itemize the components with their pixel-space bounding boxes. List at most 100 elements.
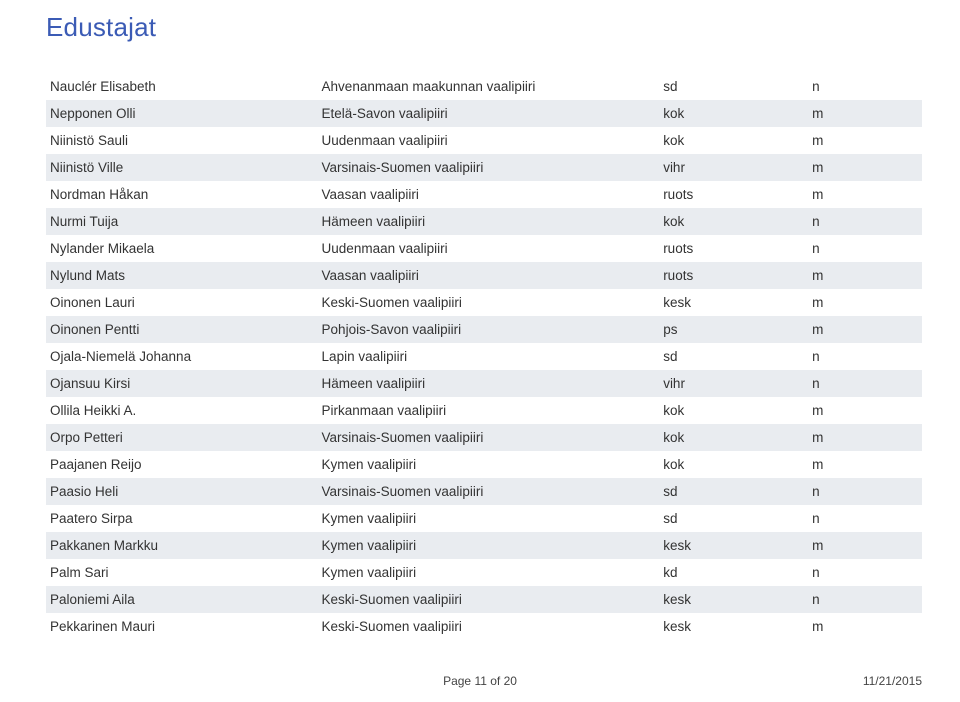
- table-row: Ojala-Niemelä JohannaLapin vaalipiirisdn: [46, 343, 922, 370]
- cell-flag: n: [808, 559, 922, 586]
- cell-flag: n: [808, 505, 922, 532]
- cell-constituency: Uudenmaan vaalipiiri: [318, 235, 660, 262]
- cell-constituency: Pirkanmaan vaalipiiri: [318, 397, 660, 424]
- cell-party: ruots: [659, 181, 808, 208]
- cell-party: sd: [659, 73, 808, 100]
- cell-constituency: Kymen vaalipiiri: [318, 532, 660, 559]
- cell-name: Pekkarinen Mauri: [46, 613, 318, 640]
- cell-constituency: Keski-Suomen vaalipiiri: [318, 613, 660, 640]
- cell-flag: m: [808, 154, 922, 181]
- cell-party: ps: [659, 316, 808, 343]
- cell-constituency: Varsinais-Suomen vaalipiiri: [318, 424, 660, 451]
- cell-flag: m: [808, 316, 922, 343]
- cell-constituency: Vaasan vaalipiiri: [318, 262, 660, 289]
- cell-constituency: Vaasan vaalipiiri: [318, 181, 660, 208]
- cell-name: Ojala-Niemelä Johanna: [46, 343, 318, 370]
- cell-flag: m: [808, 397, 922, 424]
- table-row: Oinonen LauriKeski-Suomen vaalipiirikesk…: [46, 289, 922, 316]
- cell-constituency: Varsinais-Suomen vaalipiiri: [318, 478, 660, 505]
- table-row: Paatero SirpaKymen vaalipiirisdn: [46, 505, 922, 532]
- cell-constituency: Ahvenanmaan maakunnan vaalipiiri: [318, 73, 660, 100]
- table-row: Ojansuu KirsiHämeen vaalipiirivihrn: [46, 370, 922, 397]
- table-row: Palm SariKymen vaalipiirikdn: [46, 559, 922, 586]
- cell-party: vihr: [659, 154, 808, 181]
- cell-name: Paloniemi Aila: [46, 586, 318, 613]
- representatives-table: Nauclér ElisabethAhvenanmaan maakunnan v…: [46, 73, 922, 640]
- cell-constituency: Keski-Suomen vaalipiiri: [318, 586, 660, 613]
- cell-flag: n: [808, 208, 922, 235]
- cell-flag: m: [808, 289, 922, 316]
- cell-name: Orpo Petteri: [46, 424, 318, 451]
- cell-name: Niinistö Sauli: [46, 127, 318, 154]
- cell-party: vihr: [659, 370, 808, 397]
- cell-name: Nepponen Olli: [46, 100, 318, 127]
- cell-flag: m: [808, 100, 922, 127]
- cell-name: Nordman Håkan: [46, 181, 318, 208]
- cell-flag: n: [808, 370, 922, 397]
- cell-party: kok: [659, 208, 808, 235]
- table-row: Nordman HåkanVaasan vaalipiiriruotsm: [46, 181, 922, 208]
- cell-name: Nurmi Tuija: [46, 208, 318, 235]
- cell-party: kesk: [659, 289, 808, 316]
- table-row: Nylander MikaelaUudenmaan vaalipiiriruot…: [46, 235, 922, 262]
- cell-constituency: Hämeen vaalipiiri: [318, 370, 660, 397]
- cell-constituency: Etelä-Savon vaalipiiri: [318, 100, 660, 127]
- cell-party: kd: [659, 559, 808, 586]
- cell-name: Pakkanen Markku: [46, 532, 318, 559]
- table-row: Niinistö SauliUudenmaan vaalipiirikokm: [46, 127, 922, 154]
- cell-constituency: Hämeen vaalipiiri: [318, 208, 660, 235]
- cell-name: Ollila Heikki A.: [46, 397, 318, 424]
- table-row: Ollila Heikki A.Pirkanmaan vaalipiirikok…: [46, 397, 922, 424]
- cell-flag: m: [808, 613, 922, 640]
- cell-party: kok: [659, 397, 808, 424]
- cell-constituency: Kymen vaalipiiri: [318, 559, 660, 586]
- cell-flag: m: [808, 532, 922, 559]
- cell-party: sd: [659, 343, 808, 370]
- cell-name: Palm Sari: [46, 559, 318, 586]
- cell-constituency: Varsinais-Suomen vaalipiiri: [318, 154, 660, 181]
- cell-flag: m: [808, 127, 922, 154]
- cell-flag: m: [808, 424, 922, 451]
- cell-party: kesk: [659, 613, 808, 640]
- footer-date: 11/21/2015: [863, 674, 922, 688]
- cell-constituency: Uudenmaan vaalipiiri: [318, 127, 660, 154]
- cell-flag: n: [808, 586, 922, 613]
- table-row: Paasio HeliVarsinais-Suomen vaalipiirisd…: [46, 478, 922, 505]
- cell-party: kok: [659, 100, 808, 127]
- cell-party: kok: [659, 127, 808, 154]
- cell-name: Nylund Mats: [46, 262, 318, 289]
- table-row: Nylund MatsVaasan vaalipiiriruotsm: [46, 262, 922, 289]
- cell-party: sd: [659, 478, 808, 505]
- page-root: Edustajat Nauclér ElisabethAhvenanmaan m…: [0, 0, 960, 702]
- cell-name: Niinistö Ville: [46, 154, 318, 181]
- cell-party: ruots: [659, 262, 808, 289]
- footer: Page 11 of 20 11/21/2015: [0, 674, 960, 696]
- cell-flag: m: [808, 451, 922, 478]
- cell-flag: n: [808, 235, 922, 262]
- cell-party: sd: [659, 505, 808, 532]
- cell-name: Oinonen Pentti: [46, 316, 318, 343]
- table-row: Paloniemi AilaKeski-Suomen vaalipiirikes…: [46, 586, 922, 613]
- cell-constituency: Keski-Suomen vaalipiiri: [318, 289, 660, 316]
- cell-name: Ojansuu Kirsi: [46, 370, 318, 397]
- cell-name: Nauclér Elisabeth: [46, 73, 318, 100]
- table-row: Nurmi TuijaHämeen vaalipiirikokn: [46, 208, 922, 235]
- cell-party: kok: [659, 451, 808, 478]
- cell-party: kesk: [659, 532, 808, 559]
- cell-constituency: Lapin vaalipiiri: [318, 343, 660, 370]
- cell-flag: m: [808, 181, 922, 208]
- cell-constituency: Kymen vaalipiiri: [318, 505, 660, 532]
- cell-party: kesk: [659, 586, 808, 613]
- table-row: Pakkanen MarkkuKymen vaalipiirikeskm: [46, 532, 922, 559]
- cell-flag: n: [808, 73, 922, 100]
- table-row: Orpo PetteriVarsinais-Suomen vaalipiirik…: [46, 424, 922, 451]
- cell-name: Paasio Heli: [46, 478, 318, 505]
- cell-constituency: Pohjois-Savon vaalipiiri: [318, 316, 660, 343]
- cell-name: Oinonen Lauri: [46, 289, 318, 316]
- cell-flag: m: [808, 262, 922, 289]
- table-row: Nauclér ElisabethAhvenanmaan maakunnan v…: [46, 73, 922, 100]
- table-row: Oinonen PenttiPohjois-Savon vaalipiirips…: [46, 316, 922, 343]
- representatives-tbody: Nauclér ElisabethAhvenanmaan maakunnan v…: [46, 73, 922, 640]
- table-row: Niinistö VilleVarsinais-Suomen vaalipiir…: [46, 154, 922, 181]
- cell-name: Paajanen Reijo: [46, 451, 318, 478]
